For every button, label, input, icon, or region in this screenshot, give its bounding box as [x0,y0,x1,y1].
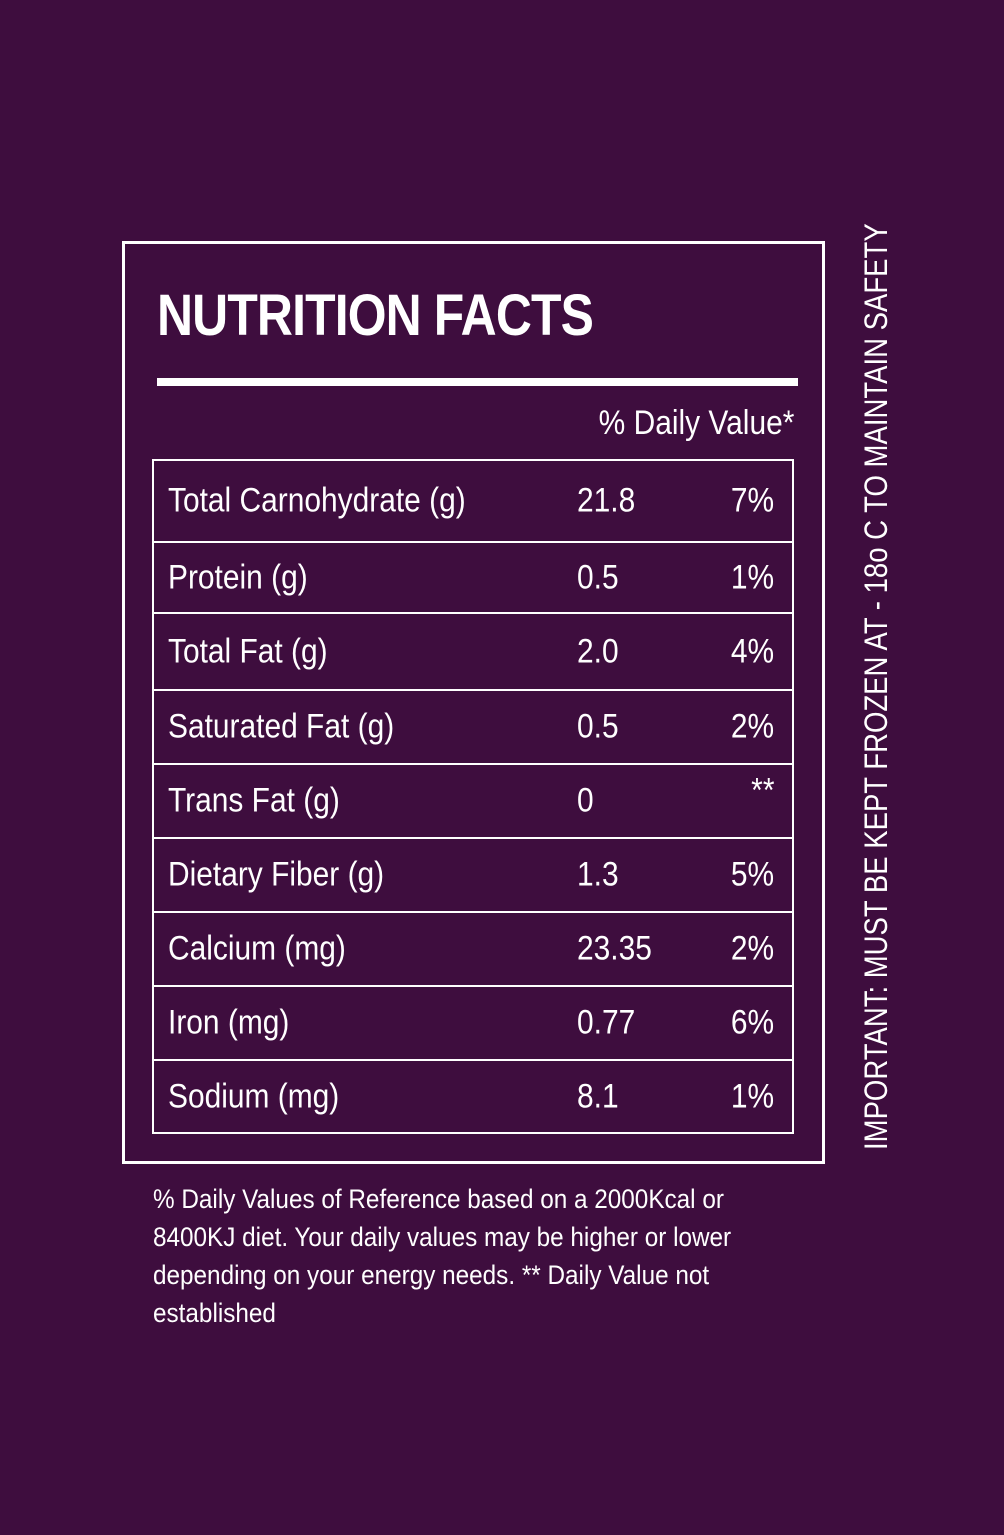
table-row: Dietary Fiber (g) 1.3 5% [154,837,792,911]
nutrient-name: Total Carnohydrate (g) [168,481,466,520]
nutrition-table: Total Carnohydrate (g) 21.8 7% Protein (… [152,459,794,1134]
table-row: Trans Fat (g) 0 ** [154,763,792,837]
table-row: Protein (g) 0.5 1% [154,541,792,612]
table-row: Calcium (mg) 23.35 2% [154,911,792,985]
nutrient-amount: 0.77 [577,1003,636,1042]
table-row: Sodium (mg) 8.1 1% [154,1059,792,1132]
nutrient-daily-value: 7% [730,481,774,520]
nutrient-daily-value: 4% [730,632,774,670]
nutrient-daily-value: 2% [730,707,774,746]
nutrient-daily-value: 1% [730,558,774,596]
nutrient-amount: 23.35 [577,929,652,968]
nutrition-facts-panel: NUTRITION FACTS % Daily Value* Total Car… [122,241,825,1164]
daily-value-footnote: % Daily Values of Reference based on a 2… [153,1184,732,1328]
nutrient-daily-value: ** [750,771,774,810]
table-row: Saturated Fat (g) 0.5 2% [154,689,792,763]
nutrient-amount: 0.5 [577,558,619,596]
nutrient-amount: 2.0 [577,632,619,670]
nutrient-amount: 21.8 [577,481,636,520]
nutrient-name: Calcium (mg) [168,929,346,968]
nutrient-name: Total Fat (g) [168,632,328,670]
nutrient-daily-value: 5% [730,855,774,894]
title-divider [157,378,798,386]
nutrient-name: Saturated Fat (g) [168,707,395,746]
nutrient-name: Iron (mg) [168,1003,290,1042]
nutrient-amount: 8.1 [577,1077,619,1115]
nutrient-name: Trans Fat (g) [168,781,340,820]
table-row: Total Carnohydrate (g) 21.8 7% [154,461,792,541]
nutrient-name: Protein (g) [168,558,308,596]
storage-warning: IMPORTANT: MUST BE KEPT FROZEN AT - 18o … [858,223,894,1150]
nutrient-daily-value: 6% [730,1003,774,1042]
nutrient-amount: 1.3 [577,855,619,894]
nutrient-daily-value: 1% [730,1077,774,1115]
table-row: Iron (mg) 0.77 6% [154,985,792,1059]
daily-value-header: % Daily Value* [598,404,794,442]
nutrient-name: Sodium (mg) [168,1077,340,1115]
nutrient-amount: 0 [577,781,594,820]
nutrient-daily-value: 2% [730,929,774,968]
table-row: Total Fat (g) 2.0 4% [154,612,792,689]
nutrient-amount: 0.5 [577,707,619,746]
nutrient-name: Dietary Fiber (g) [168,855,385,894]
page-title: NUTRITION FACTS [157,283,594,348]
